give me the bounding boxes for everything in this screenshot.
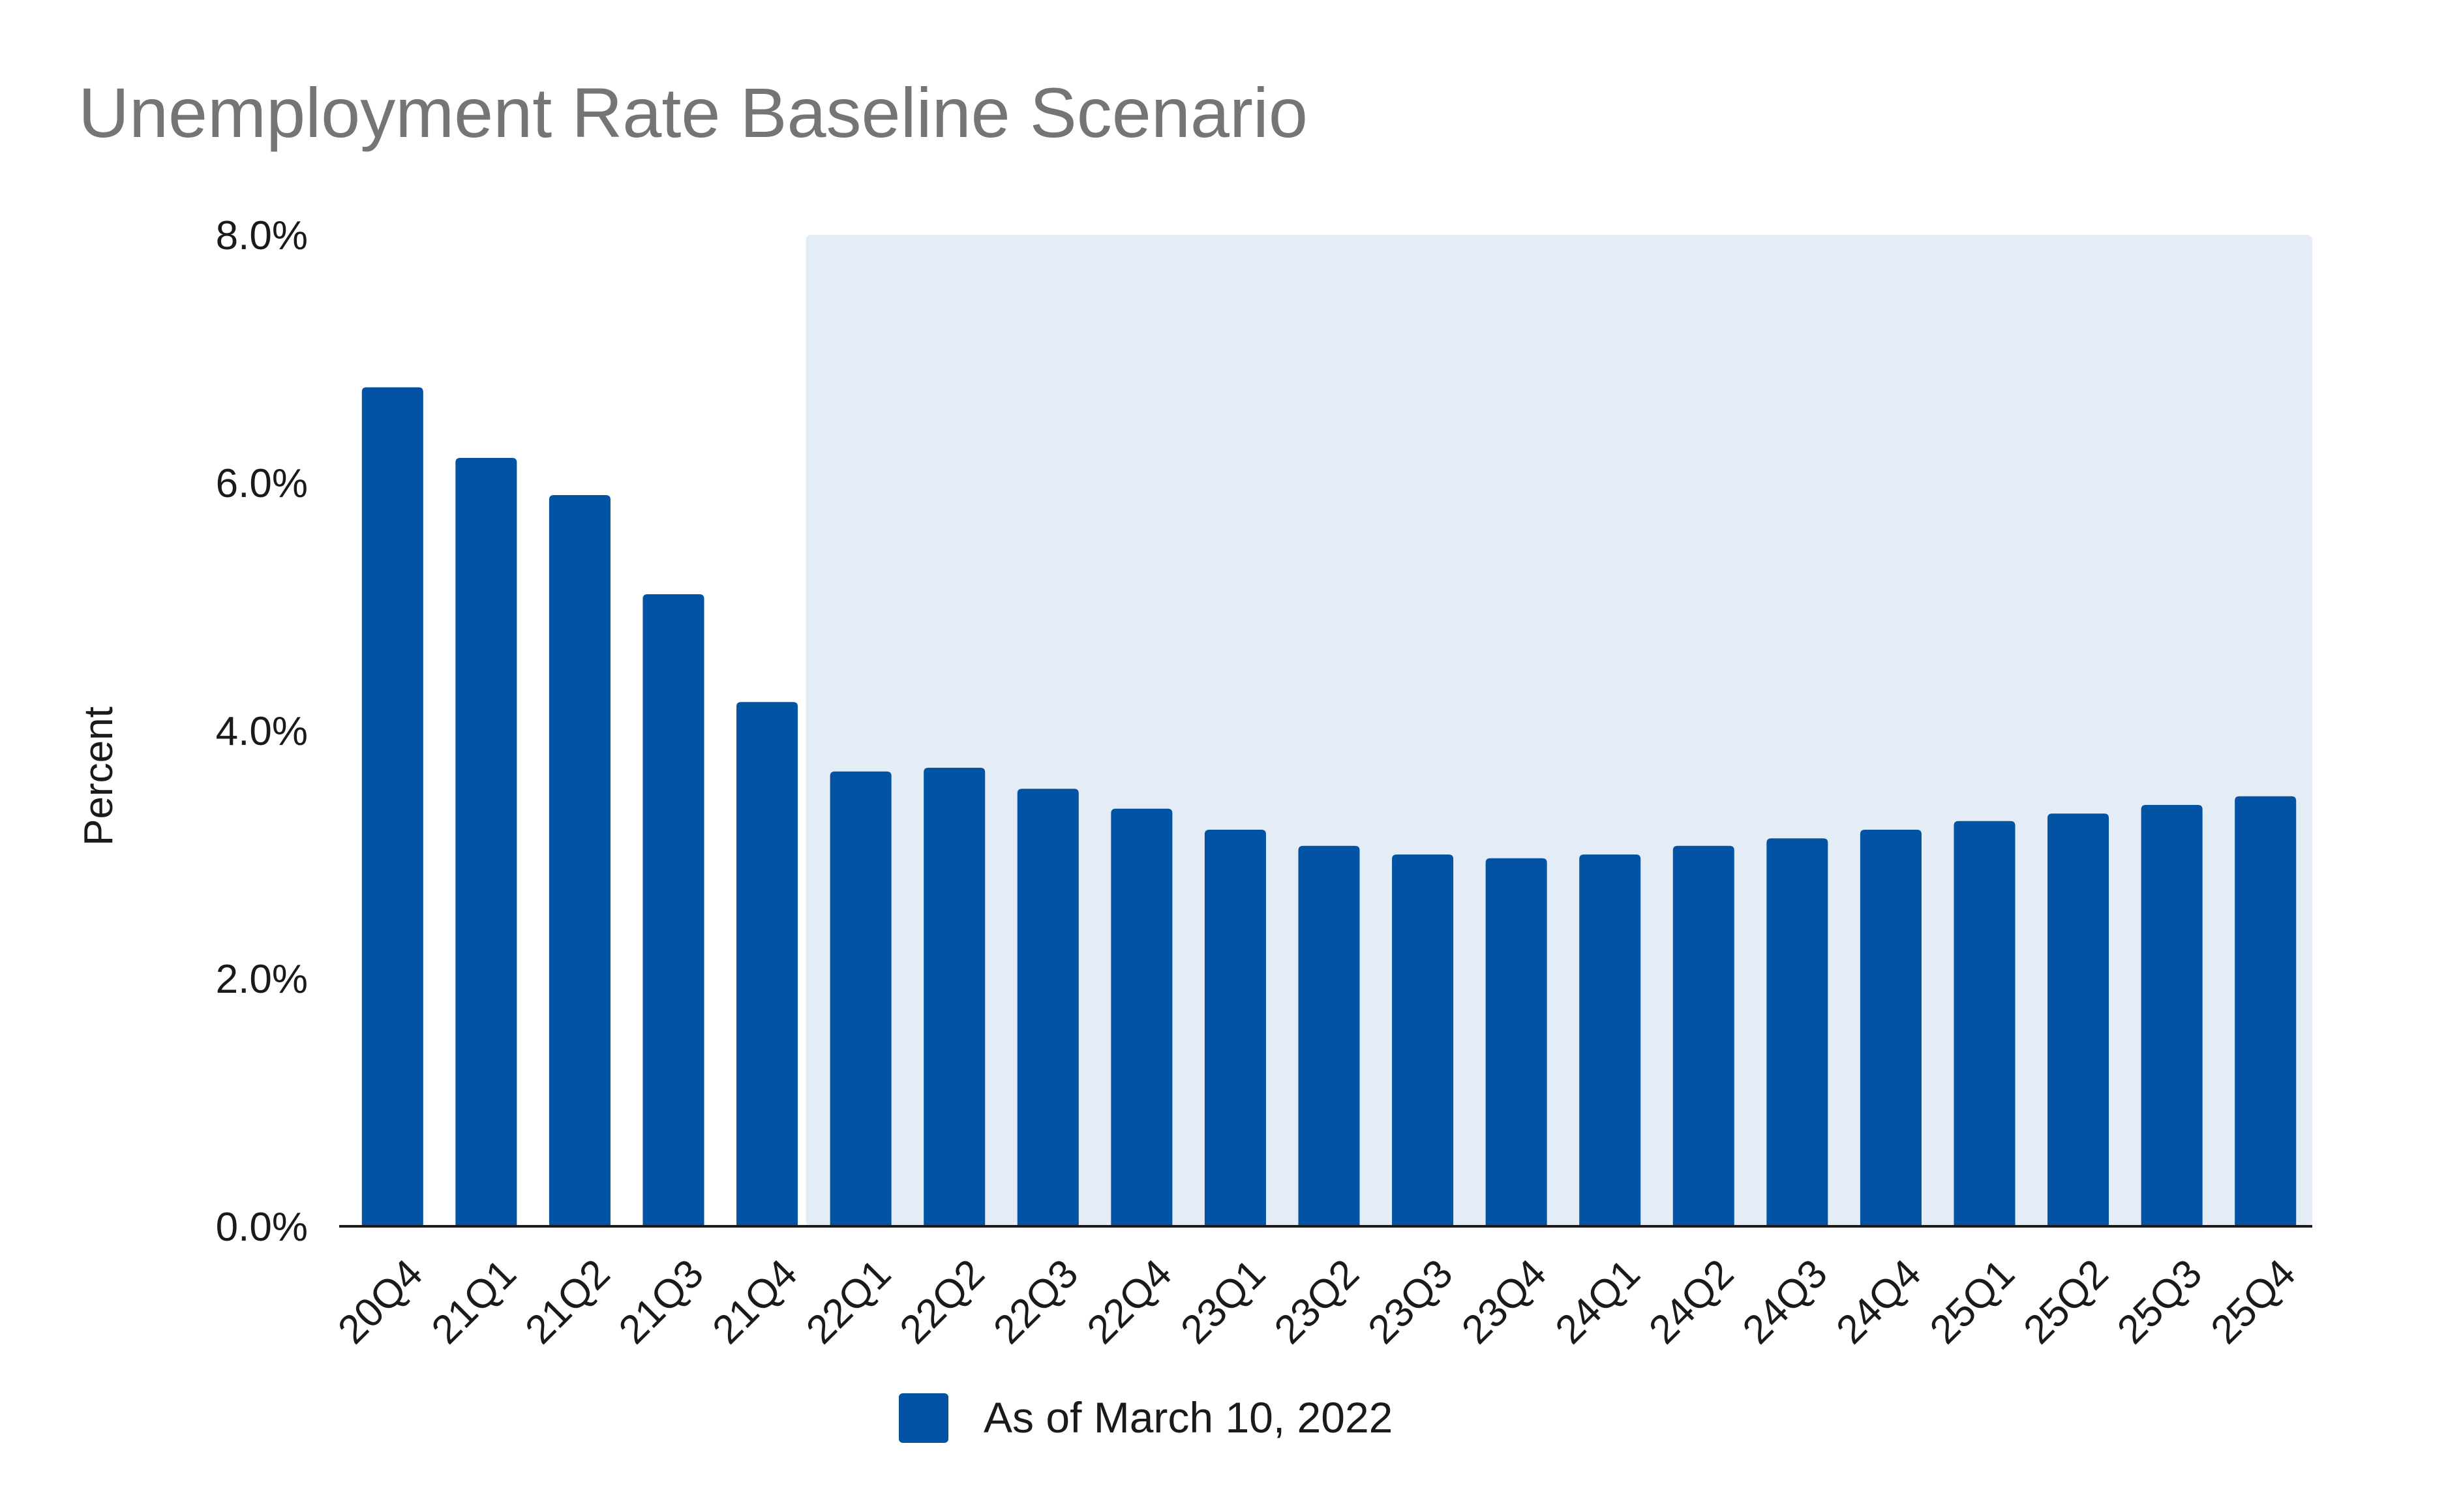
x-tick-label-24Q4: 24Q4 [1828,1251,1929,1353]
x-tick-label-24Q3: 24Q3 [1734,1251,1836,1353]
bar-22Q3 [1017,789,1079,1226]
x-tick-label-25Q3: 25Q3 [2109,1251,2211,1353]
x-tick-label-24Q1: 24Q1 [1547,1251,1649,1353]
bar-21Q1 [455,458,517,1226]
x-axis-ticks: 20Q421Q121Q221Q321Q422Q122Q222Q322Q423Q1… [329,1251,2304,1353]
x-tick-label-24Q2: 24Q2 [1640,1251,1742,1353]
bar-24Q4 [1860,830,1922,1226]
bar-22Q1 [830,771,892,1226]
y-axis-title: Percent [76,706,121,846]
x-tick-label-25Q2: 25Q2 [2015,1251,2117,1353]
projection-shading-layer [806,235,2312,1226]
bar-20Q4 [361,387,423,1227]
projection-shading [806,235,2312,1226]
bar-23Q4 [1485,858,1547,1226]
x-tick-label-25Q4: 25Q4 [2203,1251,2304,1353]
chart-title: Unemployment Rate Baseline Scenario [78,73,1308,152]
x-tick-label-21Q3: 21Q3 [611,1251,712,1353]
x-tick-label-21Q2: 21Q2 [517,1251,618,1353]
bar-25Q4 [2235,796,2297,1226]
x-tick-label-23Q3: 23Q3 [1359,1251,1461,1353]
y-tick-label: 4.0% [216,709,308,754]
x-tick-label-22Q4: 22Q4 [1079,1251,1181,1353]
y-tick-label: 2.0% [216,957,308,1002]
bars-layer [361,387,2297,1227]
x-tick-label-22Q2: 22Q2 [892,1251,993,1353]
bar-21Q3 [642,594,704,1226]
bar-24Q3 [1766,838,1828,1226]
x-tick-label-25Q1: 25Q1 [1922,1251,2023,1353]
legend-label: As of March 10, 2022 [984,1393,1393,1442]
bar-22Q2 [924,768,986,1226]
y-tick-label: 0.0% [216,1205,308,1250]
y-axis-ticks: 0.0% 2.0% 4.0% 6.0% 8.0% [216,213,308,1250]
x-tick-label-20Q4: 20Q4 [329,1251,431,1353]
bar-25Q2 [2047,813,2109,1226]
x-tick-label-23Q1: 23Q1 [1172,1251,1274,1353]
y-tick-label: 8.0% [216,213,308,258]
bar-21Q4 [736,702,798,1226]
bar-23Q1 [1204,830,1266,1226]
bar-25Q1 [1954,821,2016,1226]
bar-22Q4 [1111,808,1173,1226]
bar-25Q3 [2141,805,2203,1226]
bar-23Q2 [1298,845,1360,1226]
x-tick-label-21Q4: 21Q4 [704,1251,806,1353]
y-tick-label: 6.0% [216,461,308,506]
legend: As of March 10, 2022 [899,1393,1393,1443]
bar-24Q1 [1579,854,1641,1226]
x-tick-label-21Q1: 21Q1 [423,1251,525,1353]
bar-21Q2 [549,495,611,1226]
bar-24Q2 [1672,845,1734,1226]
x-tick-label-23Q2: 23Q2 [1266,1251,1368,1353]
x-tick-label-22Q1: 22Q1 [798,1251,899,1353]
legend-swatch [899,1393,948,1443]
x-tick-label-22Q3: 22Q3 [985,1251,1087,1353]
x-tick-label-23Q4: 23Q4 [1453,1251,1555,1353]
bar-23Q3 [1392,854,1454,1226]
